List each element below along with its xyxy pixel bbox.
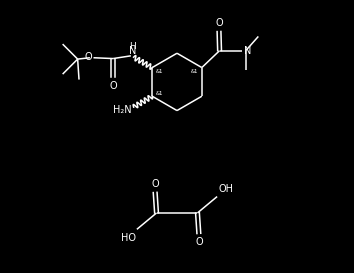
Text: H: H — [129, 42, 136, 51]
Text: HO: HO — [120, 233, 136, 243]
Text: O: O — [195, 237, 202, 247]
Text: O: O — [85, 52, 92, 62]
Text: &1: &1 — [155, 69, 163, 74]
Text: H₂N: H₂N — [113, 105, 132, 115]
Text: OH: OH — [218, 184, 234, 194]
Text: O: O — [152, 179, 159, 189]
Text: O: O — [109, 81, 117, 91]
Text: N: N — [129, 46, 136, 56]
Text: N: N — [244, 46, 251, 56]
Text: &1: &1 — [191, 69, 199, 74]
Text: O: O — [215, 18, 223, 28]
Text: &1: &1 — [155, 91, 163, 96]
